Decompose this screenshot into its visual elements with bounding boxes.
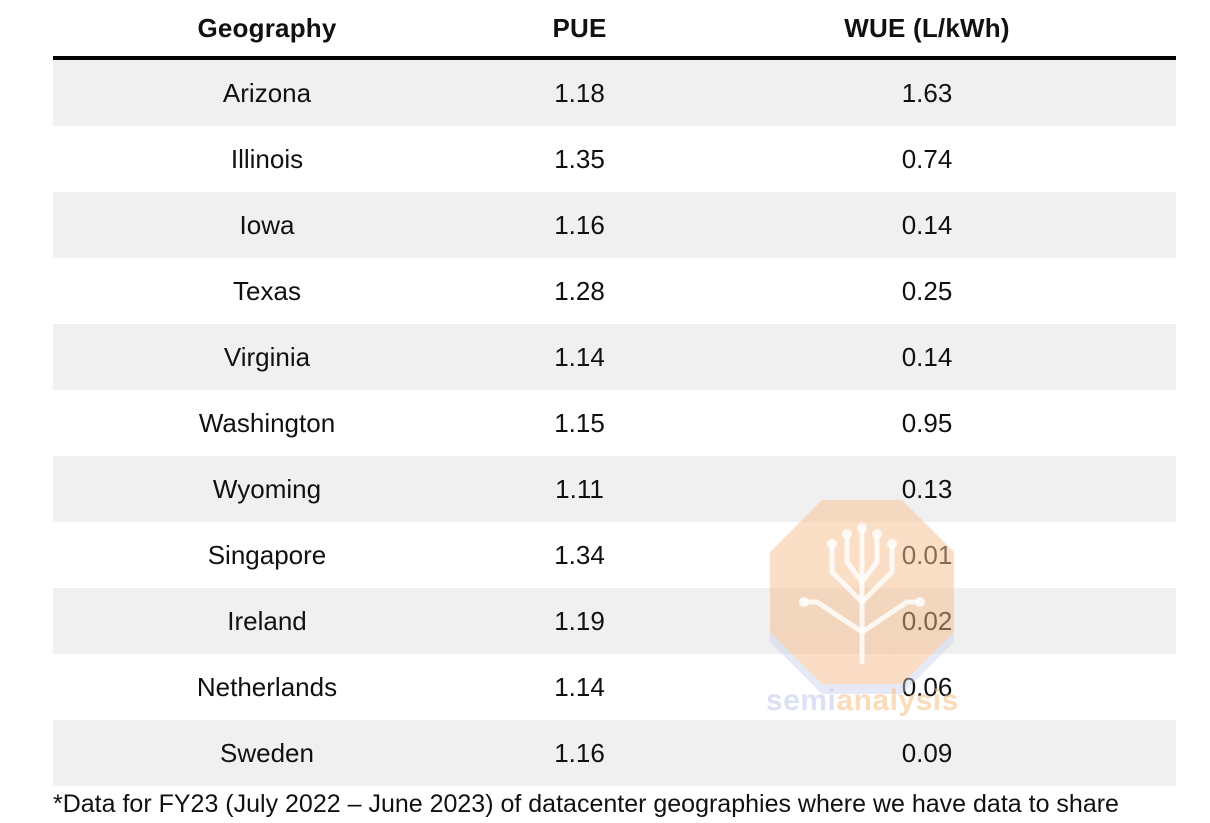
cell-wue: 0.13 [678, 456, 1176, 522]
cell-pue: 1.34 [481, 522, 678, 588]
cell-geography: Netherlands [53, 654, 481, 720]
cell-pue: 1.28 [481, 258, 678, 324]
cell-wue: 0.02 [678, 588, 1176, 654]
cell-geography: Arizona [53, 58, 481, 126]
cell-wue: 1.63 [678, 58, 1176, 126]
table-row: Virginia 1.14 0.14 [53, 324, 1176, 390]
datacenter-geography-table: Geography PUE WUE (L/kWh) Arizona 1.18 1.6… [53, 0, 1176, 786]
table-row: Arizona 1.18 1.63 [53, 58, 1176, 126]
cell-pue: 1.11 [481, 456, 678, 522]
cell-wue: 0.25 [678, 258, 1176, 324]
table-row: Illinois 1.35 0.74 [53, 126, 1176, 192]
cell-geography: Ireland [53, 588, 481, 654]
column-header-geography: Geography [53, 0, 481, 60]
cell-geography: Washington [53, 390, 481, 456]
cell-wue: 0.06 [678, 654, 1176, 720]
cell-pue: 1.16 [481, 192, 678, 258]
data-table-container: Geography PUE WUE (L/kWh) Arizona 1.18 1.6… [53, 0, 1176, 786]
cell-pue: 1.14 [481, 324, 678, 390]
column-header-wue: WUE (L/kWh) [678, 0, 1176, 60]
cell-wue: 0.09 [678, 720, 1176, 786]
table-row: Iowa 1.16 0.14 [53, 192, 1176, 258]
cell-wue: 0.14 [678, 192, 1176, 258]
header-row: Geography PUE WUE (L/kWh) [53, 0, 1176, 60]
cell-pue: 1.18 [481, 58, 678, 126]
cell-pue: 1.16 [481, 720, 678, 786]
cell-geography: Iowa [53, 192, 481, 258]
table-row: Singapore 1.34 0.01 [53, 522, 1176, 588]
table-footnote: *Data for FY23 (July 2022 – June 2023) o… [53, 790, 1119, 818]
table-row: Wyoming 1.11 0.13 [53, 456, 1176, 522]
cell-geography: Texas [53, 258, 481, 324]
table-header: Geography PUE WUE (L/kWh) [53, 0, 1176, 60]
cell-wue: 0.74 [678, 126, 1176, 192]
table-row: Texas 1.28 0.25 [53, 258, 1176, 324]
cell-geography: Wyoming [53, 456, 481, 522]
table-row: Washington 1.15 0.95 [53, 390, 1176, 456]
table-body: Arizona 1.18 1.63 Illinois 1.35 0.74 Iowa 1.16 0… [53, 58, 1176, 786]
table-row: Sweden 1.16 0.09 [53, 720, 1176, 786]
cell-geography: Sweden [53, 720, 481, 786]
cell-wue: 0.95 [678, 390, 1176, 456]
table-row: Ireland 1.19 0.02 [53, 588, 1176, 654]
cell-pue: 1.19 [481, 588, 678, 654]
cell-geography: Singapore [53, 522, 481, 588]
cell-wue: 0.01 [678, 522, 1176, 588]
cell-pue: 1.35 [481, 126, 678, 192]
cell-pue: 1.15 [481, 390, 678, 456]
cell-geography: Virginia [53, 324, 481, 390]
table-row: Netherlands 1.14 0.06 [53, 654, 1176, 720]
cell-pue: 1.14 [481, 654, 678, 720]
cell-geography: Illinois [53, 126, 481, 192]
column-header-pue: PUE [481, 0, 678, 60]
cell-wue: 0.14 [678, 324, 1176, 390]
